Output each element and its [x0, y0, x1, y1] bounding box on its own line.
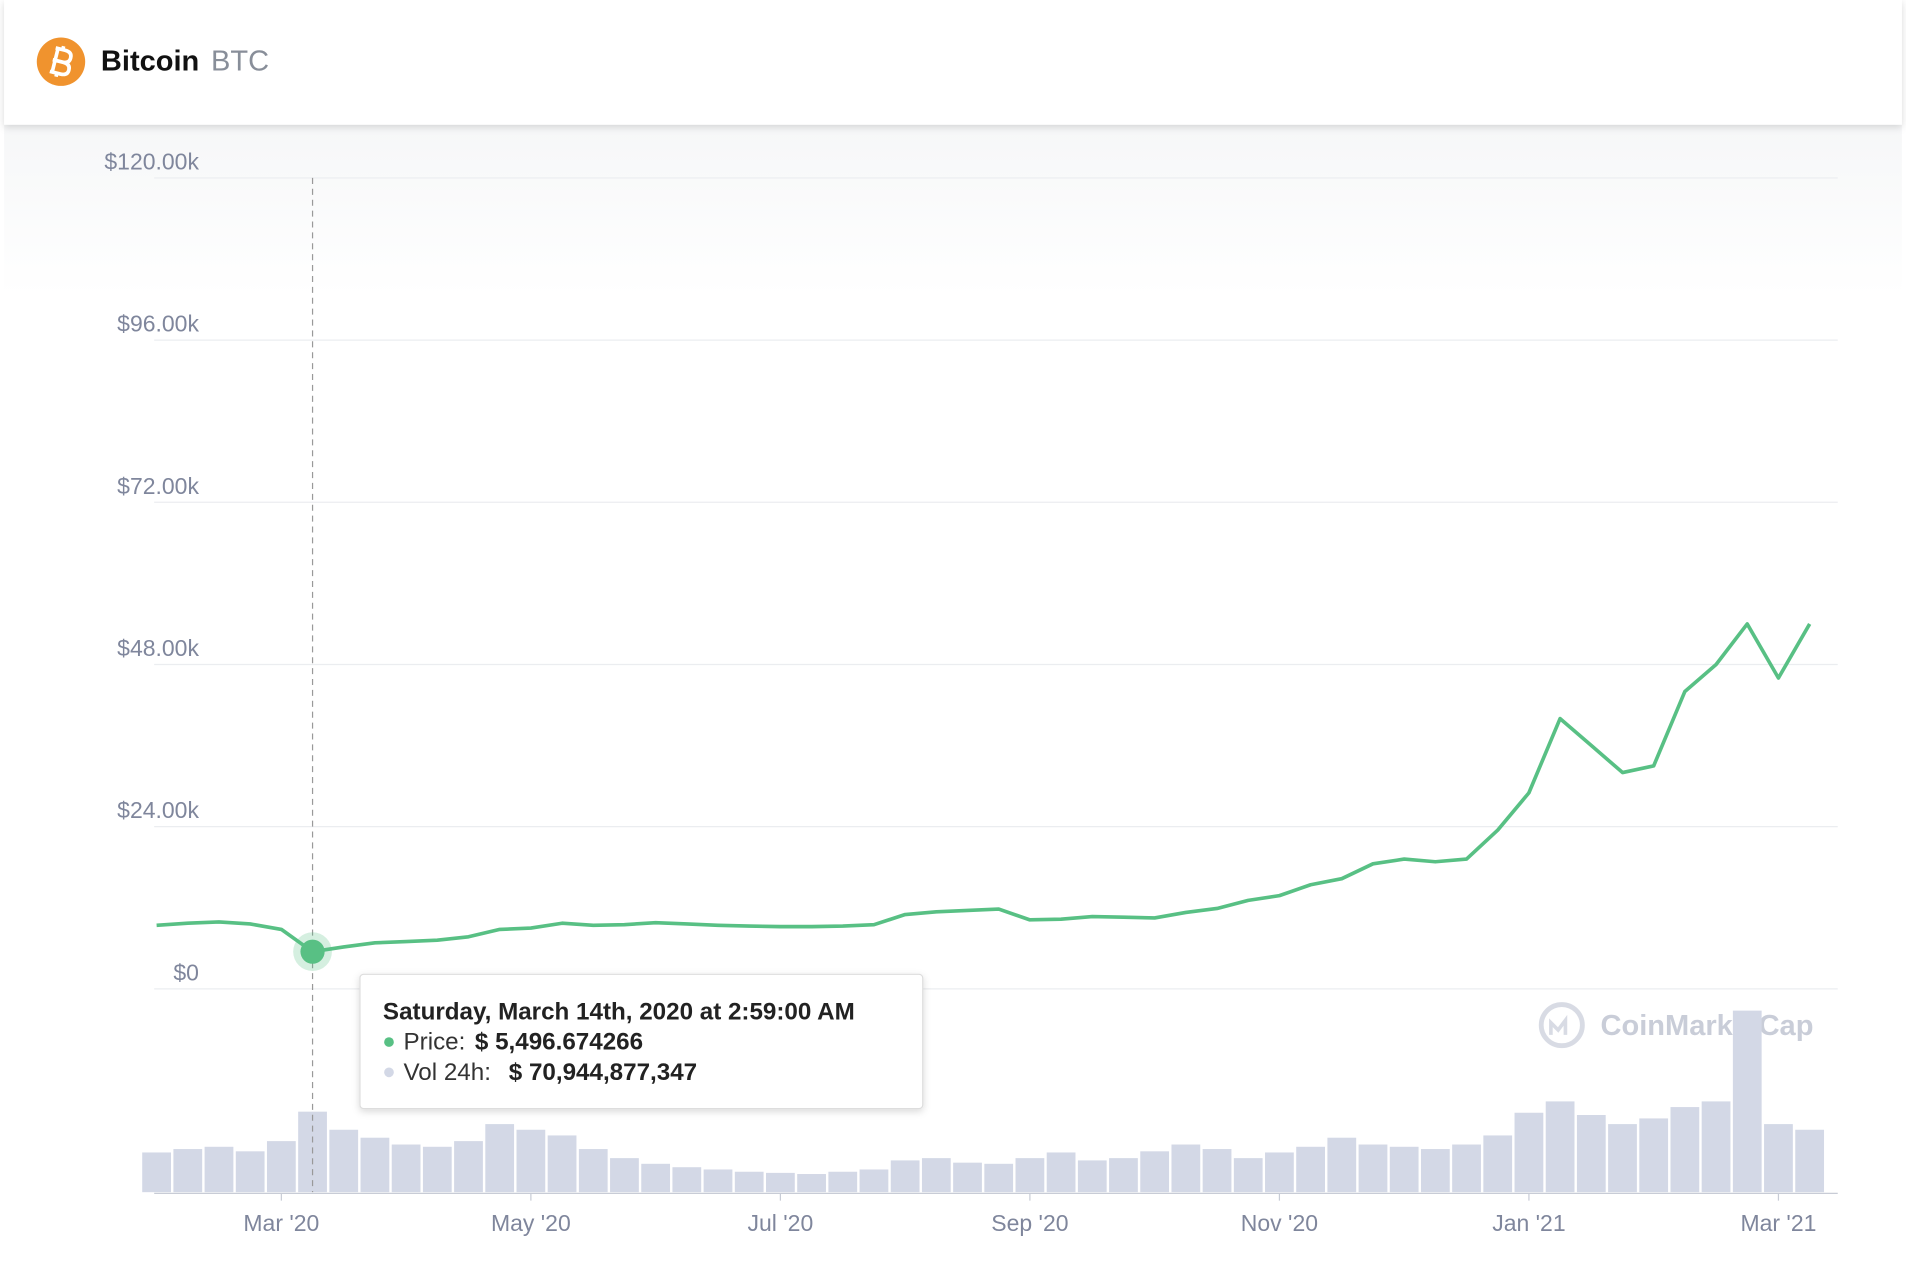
x-tick-label: Mar '21 — [1740, 1210, 1816, 1236]
volume-bar — [797, 1174, 826, 1193]
volume-bar — [1046, 1152, 1076, 1193]
volume-bar — [329, 1129, 359, 1193]
header-bar — [4, 0, 1902, 125]
volume-bar — [485, 1124, 515, 1193]
bitcoin-icon — [36, 37, 86, 86]
volume-bar — [547, 1135, 577, 1193]
volume-bar — [142, 1152, 171, 1193]
volume-bar — [391, 1144, 421, 1193]
volume-bar — [1389, 1146, 1419, 1193]
x-tick-label: Sep '20 — [991, 1210, 1068, 1236]
volume-bar — [578, 1149, 608, 1193]
x-tick-label: Nov '20 — [1241, 1210, 1318, 1236]
volume-bar — [953, 1162, 982, 1193]
x-tick-label: May '20 — [491, 1210, 571, 1236]
y-tick-label: $120.00k — [104, 148, 199, 174]
volume-bar — [1514, 1112, 1544, 1193]
volume-bar — [516, 1129, 546, 1193]
volume-bar — [422, 1146, 452, 1193]
volume-bar — [1015, 1158, 1045, 1193]
volume-bar — [921, 1158, 951, 1193]
volume-bar — [703, 1169, 733, 1193]
volume-bar — [1233, 1158, 1263, 1193]
volume-bar — [1327, 1137, 1357, 1193]
volume-bar — [734, 1171, 764, 1193]
volume-bar — [641, 1163, 671, 1193]
volume-bar — [1452, 1144, 1481, 1193]
volume-bar — [890, 1160, 920, 1193]
chart-background — [4, 124, 1902, 1266]
volume-bar — [1670, 1107, 1700, 1193]
y-tick-label: $48.00k — [117, 635, 199, 661]
volume-bar — [1109, 1158, 1138, 1193]
volume-bar — [1077, 1160, 1107, 1193]
volume-bar — [360, 1137, 390, 1193]
y-tick-label: $0 — [173, 959, 199, 985]
x-tick-label: Jul '20 — [748, 1210, 814, 1236]
volume-bar — [173, 1149, 203, 1193]
volume-bar — [1764, 1124, 1793, 1193]
tooltip-date: Saturday, March 14th, 2020 at 2:59:00 AM — [383, 998, 855, 1025]
volume-bar — [1732, 1010, 1762, 1193]
volume-bar — [1171, 1144, 1201, 1193]
volume-bar — [204, 1146, 234, 1193]
coin-name: Bitcoin — [101, 46, 199, 78]
volume-bar — [1608, 1124, 1637, 1193]
volume-bar — [828, 1171, 858, 1193]
tooltip-volume-label: Vol 24h: — [404, 1059, 491, 1086]
volume-bar — [1296, 1146, 1325, 1193]
volume-bar — [1545, 1101, 1575, 1193]
volume-bar — [672, 1167, 702, 1193]
hover-point — [300, 939, 325, 964]
volume-bar — [1576, 1115, 1606, 1193]
volume-bar — [766, 1172, 795, 1193]
volume-bar — [1420, 1149, 1450, 1193]
volume-bar — [610, 1158, 639, 1193]
volume-bar — [984, 1163, 1014, 1193]
y-tick-label: $96.00k — [117, 311, 199, 337]
tooltip: Saturday, March 14th, 2020 at 2:59:00 AM… — [359, 973, 924, 1110]
watermark-text: CoinMarketCap — [1601, 1010, 1814, 1042]
volume-bar — [1358, 1144, 1388, 1193]
volume-bar — [1795, 1129, 1825, 1193]
volume-bar — [1140, 1151, 1170, 1193]
volume-bar — [266, 1141, 296, 1193]
y-tick-label: $72.00k — [117, 473, 199, 499]
volume-bar — [1265, 1152, 1294, 1193]
volume-bar — [1483, 1135, 1513, 1193]
x-tick-label: Jan '21 — [1492, 1210, 1565, 1236]
tooltip-price-label: Price: — [404, 1029, 466, 1056]
volume-bar — [1639, 1118, 1669, 1193]
x-tick-label: Mar '20 — [243, 1210, 319, 1236]
volume-bar — [235, 1151, 265, 1193]
volume-bar — [1701, 1101, 1731, 1193]
price-line — [156, 622, 1812, 954]
watermark — [1538, 1002, 1585, 1049]
tooltip-price: $ 5,496.674266 — [475, 1029, 643, 1056]
tooltip-volume: $ 70,944,877,347 — [509, 1059, 697, 1086]
volume-bar — [1202, 1149, 1232, 1193]
coin-symbol: BTC — [211, 46, 269, 78]
y-tick-label: $24.00k — [117, 797, 199, 823]
volume-bar — [859, 1169, 889, 1193]
volume-bar — [454, 1141, 483, 1193]
